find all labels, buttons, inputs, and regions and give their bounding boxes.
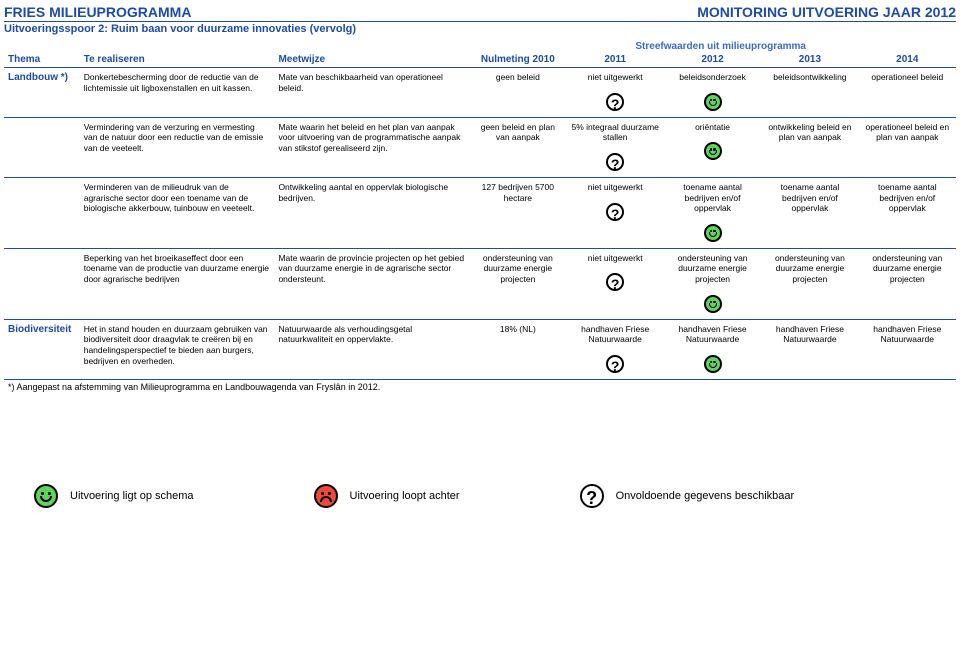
table-row: Beperking van het broeikaseffect door ee…: [4, 248, 956, 319]
cell-meetwijze: Mate waarin de provincie projecten op he…: [274, 248, 469, 319]
cell-thema: Biodiversiteit: [4, 319, 80, 379]
cell-2012-text: ondersteuning van duurzame energie proje…: [668, 253, 757, 285]
smiley-green-icon: [704, 355, 722, 373]
legend-q-label: Onvoldoende gegevens beschikbaar: [616, 490, 795, 502]
question-icon: [606, 153, 624, 171]
cell-2013: ontwikkeling beleid en plan van aanpak: [761, 117, 858, 177]
cell-2012-text: handhaven Friese Natuurwaarde: [668, 324, 757, 345]
cell-nulmeting: 18% (NL): [469, 319, 566, 379]
table-row: Vermindering van de verzuring en vermest…: [4, 117, 956, 177]
question-icon: [580, 484, 604, 508]
title-left: FRIES MILIEUPROGRAMMA: [4, 4, 191, 20]
cell-meetwijze: Mate waarin het beleid en het plan van a…: [274, 117, 469, 177]
subtitle: Uitvoeringsspoor 2: Ruim baan voor duurz…: [4, 23, 956, 35]
cell-realiseren: Verminderen van de milieudruk van de agr…: [80, 177, 275, 248]
cell-2012: ondersteuning van duurzame energie proje…: [664, 248, 761, 319]
question-icon: [606, 273, 624, 291]
cell-nulmeting: ondersteuning van duurzame energie proje…: [469, 248, 566, 319]
cell-2012-text: toename aantal bedrijven en/of oppervlak: [668, 182, 757, 214]
cell-nulmeting: 127 bedrijven 5700 hectare: [469, 177, 566, 248]
cell-thema: [4, 248, 80, 319]
cell-2014: handhaven Friese Natuurwaarde: [859, 319, 956, 379]
cell-realiseren: Donkertebescherming door de reductie van…: [80, 68, 275, 118]
col-2013: 2013: [761, 52, 858, 68]
cell-meetwijze: Natuurwaarde als verhoudingsgetal natuur…: [274, 319, 469, 379]
question-icon: [606, 355, 624, 373]
footnote: *) Aangepast na afstemming van Milieupro…: [4, 382, 956, 392]
table-row: BiodiversiteitHet in stand houden en duu…: [4, 319, 956, 379]
cell-2011: niet uitgewerkt: [567, 248, 664, 319]
cell-thema: [4, 177, 80, 248]
legend: Uitvoering ligt op schema Uitvoering loo…: [4, 482, 956, 510]
col-2012: 2012: [664, 52, 761, 68]
cell-2012-text: beleidsonderzoek: [668, 72, 757, 83]
monitoring-table: Thema Te realiseren Meetwijze Nulmeting …: [4, 52, 956, 380]
legend-green-label: Uitvoering ligt op schema: [70, 490, 194, 502]
cell-2011-text: 5% integraal duurzame stallen: [571, 122, 660, 143]
cell-2011-text: handhaven Friese Natuurwaarde: [571, 324, 660, 345]
cell-2013: ondersteuning van duurzame energie proje…: [761, 248, 858, 319]
question-icon: [606, 93, 624, 111]
smiley-green-icon: [704, 142, 722, 160]
legend-red-label: Uitvoering loopt achter: [350, 490, 460, 502]
smiley-green-icon: [704, 93, 722, 111]
col-thema: Thema: [4, 52, 80, 68]
legend-q: Onvoldoende gegevens beschikbaar: [580, 482, 795, 510]
cell-2013: beleidsontwikkeling: [761, 68, 858, 118]
col-meetwijze: Meetwijze: [274, 52, 469, 68]
cell-2011-text: niet uitgewerkt: [571, 253, 660, 264]
smiley-green-icon: [34, 484, 58, 508]
col-2011: 2011: [567, 52, 664, 68]
legend-green: Uitvoering ligt op schema: [34, 482, 194, 510]
cell-2013: handhaven Friese Natuurwaarde: [761, 319, 858, 379]
cell-thema: [4, 117, 80, 177]
smiley-green-icon: [704, 224, 722, 242]
title-right: MONITORING UITVOERING JAAR 2012: [697, 4, 956, 20]
cell-realiseren: Vermindering van de verzuring en vermest…: [80, 117, 275, 177]
cell-2012: toename aantal bedrijven en/of oppervlak: [664, 177, 761, 248]
cell-2012: beleidsonderzoek: [664, 68, 761, 118]
cell-2011: handhaven Friese Natuurwaarde: [567, 319, 664, 379]
col-realiseren: Te realiseren: [80, 52, 275, 68]
cell-nulmeting: geen beleid en plan van aanpak: [469, 117, 566, 177]
question-icon: [606, 203, 624, 221]
cell-meetwijze: Mate van beschikbaarheid van operationee…: [274, 68, 469, 118]
cell-2013: toename aantal bedrijven en/of oppervlak: [761, 177, 858, 248]
table-row: Landbouw *)Donkertebescherming door de r…: [4, 68, 956, 118]
cell-2011: 5% integraal duurzame stallen: [567, 117, 664, 177]
cell-meetwijze: Ontwikkeling aantal en oppervlak biologi…: [274, 177, 469, 248]
cell-2012: oriëntatie: [664, 117, 761, 177]
header: FRIES MILIEUPROGRAMMA MONITORING UITVOER…: [4, 4, 956, 22]
cell-2011-text: niet uitgewerkt: [571, 182, 660, 193]
cell-realiseren: Het in stand houden en duurzaam gebruike…: [80, 319, 275, 379]
cell-2014: operationeel beleid: [859, 68, 956, 118]
col-nulmeting: Nulmeting 2010: [469, 52, 566, 68]
legend-red: Uitvoering loopt achter: [314, 482, 460, 510]
cell-2012-text: oriëntatie: [668, 122, 757, 133]
cell-2014: toename aantal bedrijven en/of oppervlak: [859, 177, 956, 248]
cell-2012: handhaven Friese Natuurwaarde: [664, 319, 761, 379]
smiley-red-icon: [314, 484, 338, 508]
streef-label: Streefwaarden uit milieuprogramma: [4, 41, 956, 52]
cell-2011: niet uitgewerkt: [567, 177, 664, 248]
cell-thema: Landbouw *): [4, 68, 80, 118]
table-header-row: Thema Te realiseren Meetwijze Nulmeting …: [4, 52, 956, 68]
smiley-green-icon: [704, 295, 722, 313]
cell-2014: ondersteuning van duurzame energie proje…: [859, 248, 956, 319]
cell-nulmeting: geen beleid: [469, 68, 566, 118]
col-2014: 2014: [859, 52, 956, 68]
cell-2011-text: niet uitgewerkt: [571, 72, 660, 83]
table-row: Verminderen van de milieudruk van de agr…: [4, 177, 956, 248]
cell-2014: operationeel beleid en plan van aanpak: [859, 117, 956, 177]
cell-realiseren: Beperking van het broeikaseffect door ee…: [80, 248, 275, 319]
cell-2011: niet uitgewerkt: [567, 68, 664, 118]
